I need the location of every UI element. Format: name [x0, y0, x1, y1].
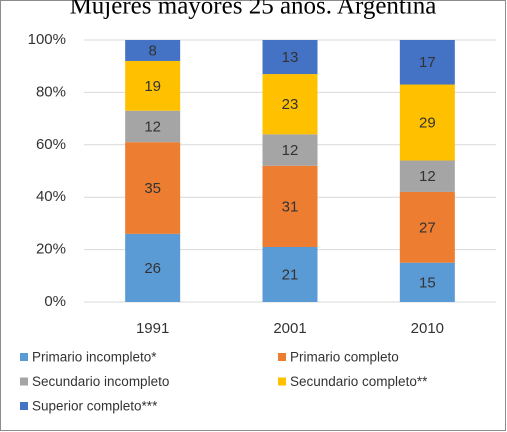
legend-label: Primario incompleto*	[32, 350, 157, 365]
y-tick-label: 40%	[36, 188, 66, 205]
data-label: 27	[419, 219, 436, 236]
data-label: 12	[282, 142, 299, 159]
data-label: 21	[282, 266, 299, 283]
legend-label: Superior completo***	[32, 399, 158, 414]
bar-segment	[125, 60, 181, 111]
legend-marker	[20, 402, 28, 410]
y-tick-label: 60%	[36, 136, 66, 153]
data-label: 35	[144, 180, 161, 197]
bar-segment	[262, 134, 318, 166]
legend-label: Secundario completo**	[290, 374, 428, 389]
data-label: 13	[282, 49, 299, 66]
bar-segment	[262, 74, 318, 135]
data-label: 19	[144, 78, 161, 95]
data-label: 29	[419, 114, 436, 131]
legend-marker	[278, 377, 286, 386]
legend-label: Primario completo	[290, 350, 399, 365]
x-tick-label: 2010	[411, 320, 444, 337]
data-label: 26	[144, 260, 161, 277]
bar-segment	[125, 110, 181, 143]
y-tick-label: 80%	[36, 83, 66, 100]
data-label: 23	[282, 96, 299, 113]
bar-segment	[399, 160, 455, 192]
bar-segment	[399, 262, 455, 302]
chart-title: Mujeres mayores 25 años. Argentina	[70, 0, 437, 20]
legend-label: Secundario incompleto	[32, 374, 169, 389]
x-tick-label: 2001	[273, 320, 306, 337]
bar-segment	[125, 40, 181, 61]
data-label: 12	[419, 168, 436, 185]
bar-segment	[125, 233, 181, 302]
bar-segment	[399, 191, 455, 263]
bar-segment	[262, 165, 318, 247]
data-label: 15	[419, 274, 436, 291]
bar-segment	[262, 246, 318, 302]
legend-marker	[278, 353, 286, 361]
bar-segment	[262, 40, 318, 75]
legend-marker	[20, 377, 28, 386]
data-label: 31	[282, 198, 299, 215]
bar-segment	[125, 142, 181, 234]
y-tick-label: 0%	[44, 293, 66, 310]
y-tick-label: 100%	[28, 31, 66, 48]
data-label: 12	[144, 118, 161, 135]
bar-segment	[399, 84, 455, 161]
x-tick-label: 1991	[136, 320, 169, 337]
data-label: 8	[148, 42, 156, 59]
y-tick-label: 20%	[36, 241, 66, 258]
legend-marker	[20, 353, 28, 361]
bar-segment	[399, 40, 455, 85]
data-label: 17	[419, 54, 436, 71]
